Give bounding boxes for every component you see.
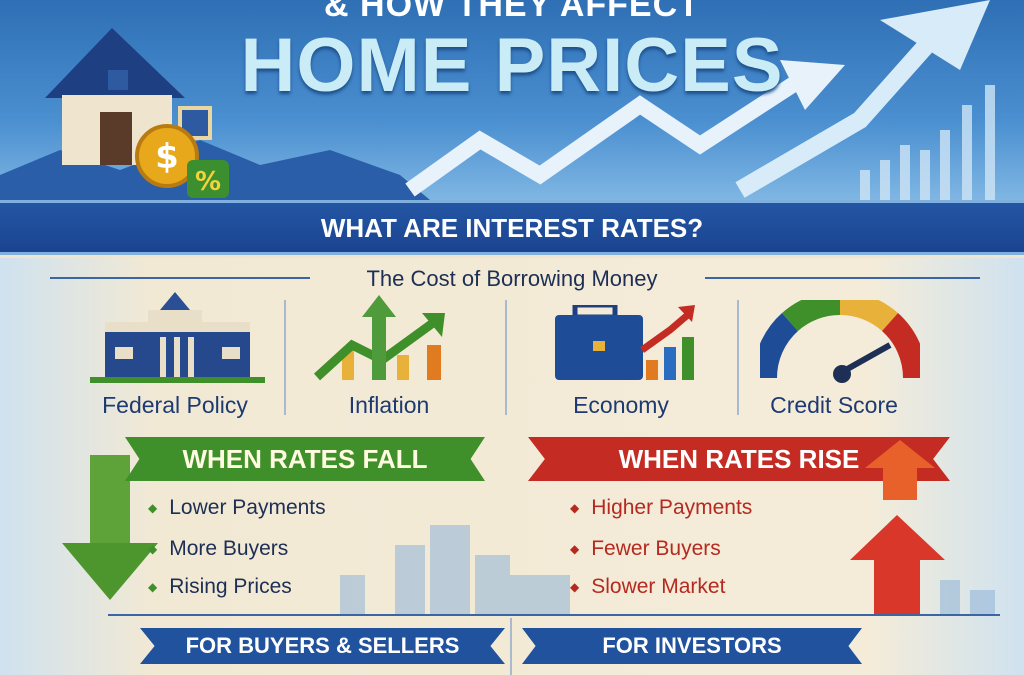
factor-label-federal-policy: Federal Policy [102, 392, 248, 418]
briefcase-chart-icon [555, 305, 695, 380]
divider [505, 300, 507, 415]
divider [284, 300, 286, 415]
svg-text:$: $ [155, 137, 179, 177]
title-line-1: & HOW THEY AFFECT [324, 0, 700, 24]
hero-banner: $ % & HOW THEY AFFECT HOME PRICES [0, 0, 1024, 200]
dollar-coin-icon: $ [135, 124, 199, 188]
svg-text:%: % [195, 167, 221, 197]
divider [108, 614, 1000, 616]
federal-building-icon [90, 292, 265, 383]
divider [50, 277, 310, 279]
factor-label-economy: Economy [573, 392, 669, 418]
rise-item: ◆ Higher Payments [570, 496, 753, 519]
section-subtitle: The Cost of Borrowing Money [366, 266, 658, 291]
fall-item: ◆ Rising Prices [148, 575, 292, 598]
rise-item: ◆ Fewer Buyers [570, 537, 721, 560]
down-arrow-icon [62, 455, 158, 600]
factor-label-credit-score: Credit Score [770, 392, 898, 418]
when-rates-rise-banner: WHEN RATES RISE [528, 437, 950, 481]
when-rates-fall-banner: WHEN RATES FALL [125, 437, 485, 481]
up-arrow-large-icon [850, 515, 945, 615]
for-investors-banner: FOR INVESTORS [522, 628, 862, 664]
fall-item: ◆ Lower Payments [148, 496, 326, 519]
trend-arrow-icon [405, 73, 805, 197]
hero-illustration: $ % [0, 0, 995, 200]
gauge-icon [760, 300, 920, 383]
divider [705, 277, 980, 279]
divider [737, 300, 739, 415]
rise-item: ◆ Slower Market [570, 575, 726, 598]
factor-label-inflation: Inflation [348, 392, 430, 418]
big-arrow-icon [735, 24, 947, 198]
percent-badge-icon: % [187, 160, 229, 198]
section-heading: WHAT ARE INTEREST RATES? [0, 200, 1024, 255]
up-arrow-small-icon [865, 440, 935, 500]
rising-chart-icon [313, 295, 445, 381]
fall-item: ◆ More Buyers [148, 537, 289, 560]
bar-chart-icon [860, 85, 995, 200]
divider [510, 618, 512, 675]
for-buyers-sellers-banner: FOR BUYERS & SELLERS [140, 628, 505, 664]
city-skyline-icon [340, 525, 995, 615]
title-line-2: HOME PRICES [240, 23, 784, 108]
